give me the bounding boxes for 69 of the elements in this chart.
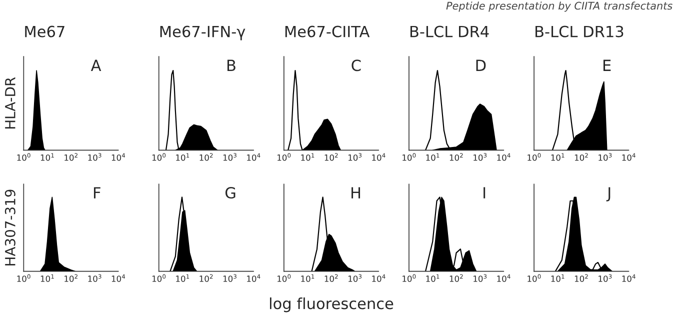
x-tick-label: 10$^{1}$ — [176, 274, 190, 282]
x-tick-label: 10$^{3}$ — [348, 274, 362, 282]
annotation: A — [90, 60, 102, 71]
x-tick-label: 10$^{1}$ — [176, 153, 190, 161]
x-tick-label: 10$^{4}$ — [372, 274, 386, 282]
x-tick-label: 10$^{2}$ — [574, 153, 588, 161]
x-tick-label: 10$^{2}$ — [64, 274, 78, 282]
x-tick-label: 10$^{1}$ — [426, 153, 440, 161]
x-tick-label: 10$^{1}$ — [40, 274, 54, 282]
x-tick-label: 10$^{3}$ — [474, 274, 487, 282]
annotation: D — [476, 60, 486, 71]
x-tick-label: 10$^{3}$ — [223, 274, 236, 282]
x-tick-label: 10$^{4}$ — [497, 153, 510, 161]
x-tick-label: 10$^{2}$ — [574, 274, 588, 282]
x-tick-label: 10$^{2}$ — [450, 153, 463, 161]
x-tick-label: 10$^{4}$ — [112, 274, 126, 282]
annotation: G — [225, 186, 236, 199]
x-tick-label: 10$^{3}$ — [88, 274, 102, 282]
annotation: J — [606, 187, 610, 202]
y-axis-title: HLA-DR — [5, 77, 16, 129]
x-tick-label: 10$^{4}$ — [497, 274, 510, 282]
x-tick-label: 10$^{4}$ — [247, 153, 260, 161]
x-tick-label: 10$^{3}$ — [474, 153, 487, 161]
x-tick-label: 10$^{2}$ — [324, 153, 338, 161]
x-tick-label: 10$^{2}$ — [324, 274, 338, 282]
x-tick-label: 10$^{1}$ — [426, 274, 440, 282]
x-tick-label: 10$^{2}$ — [200, 153, 213, 161]
annotation: H — [352, 187, 360, 198]
text: Peptide presentation by CIITA transfectants — [446, 2, 672, 12]
x-tick-label: 10$^{4}$ — [372, 153, 386, 161]
x-tick-label: 10$^{3}$ — [598, 153, 612, 161]
chart-title: Me67-CIITA — [285, 26, 370, 38]
x-tick-label: 10$^{3}$ — [223, 153, 236, 161]
chart-title: Me67 — [25, 26, 64, 38]
x-tick-label: 10$^{0}$ — [152, 153, 166, 161]
x-tick-label: 10$^{1}$ — [301, 274, 314, 282]
chart-title: B-LCL DR13 — [536, 26, 624, 38]
x-tick-label: 10$^{3}$ — [348, 153, 362, 161]
x-tick-label: 10$^{0}$ — [402, 153, 416, 161]
annotation: I — [484, 187, 486, 198]
annotation: C — [352, 60, 361, 72]
x-tick-label: 10$^{4}$ — [622, 274, 636, 282]
x-tick-label: 10$^{0}$ — [528, 153, 541, 161]
x-tick-label: 10$^{2}$ — [200, 274, 213, 282]
x-tick-label: 10$^{0}$ — [278, 153, 291, 161]
x-tick-label: 10$^{3}$ — [598, 274, 612, 282]
x-tick-label: 10$^{1}$ — [551, 153, 564, 161]
x-tick-label: 10$^{0}$ — [152, 274, 166, 282]
x-tick-label: 10$^{4}$ — [247, 274, 260, 282]
x-axis-title: log fluorescence — [270, 297, 394, 312]
x-tick-label: 10$^{0}$ — [17, 274, 30, 282]
x-tick-label: 10$^{2}$ — [450, 274, 463, 282]
y-axis-title: HA307-319 — [4, 190, 16, 266]
annotation: B — [227, 60, 236, 71]
x-tick-label: 10$^{0}$ — [402, 274, 416, 282]
chart-title: Me67-IFN-γ — [160, 26, 246, 40]
x-tick-label: 10$^{0}$ — [17, 153, 30, 161]
annotation: E — [603, 60, 611, 71]
x-tick-label: 10$^{1}$ — [40, 153, 54, 161]
x-tick-label: 10$^{4}$ — [112, 153, 126, 161]
x-tick-label: 10$^{4}$ — [622, 153, 636, 161]
x-tick-label: 10$^{1}$ — [301, 153, 314, 161]
chart-title: B-LCL DR4 — [410, 26, 489, 38]
annotation: F — [94, 187, 100, 198]
x-tick-label: 10$^{1}$ — [551, 274, 564, 282]
x-tick-label: 10$^{3}$ — [88, 153, 102, 161]
x-tick-label: 10$^{0}$ — [528, 274, 541, 282]
x-tick-label: 10$^{0}$ — [278, 274, 291, 282]
x-tick-label: 10$^{2}$ — [64, 153, 78, 161]
